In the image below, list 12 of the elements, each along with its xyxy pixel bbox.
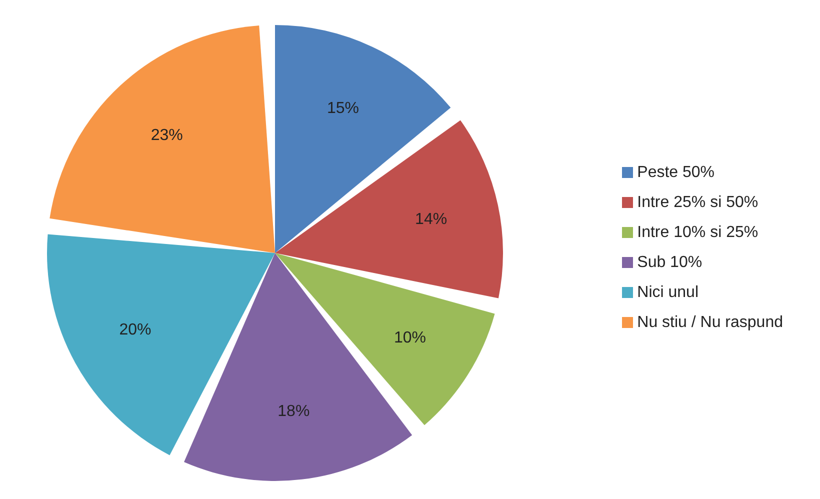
data-label: 18% [278,403,310,420]
data-label: 23% [150,127,183,144]
legend-label: Intre 25% si 50% [637,194,758,211]
data-label: 15% [326,100,359,118]
legend-label: Sub 10% [637,254,702,271]
data-label: 10% [394,330,426,347]
legend-label: Nu stiu / Nu raspund [637,314,783,331]
legend-label: Peste 50% [637,164,715,181]
legend-label: Nici unul [637,284,698,301]
data-label: 14% [415,211,448,228]
data-label: 20% [119,322,152,339]
legend-label: Intre 10% si 25% [637,224,758,241]
